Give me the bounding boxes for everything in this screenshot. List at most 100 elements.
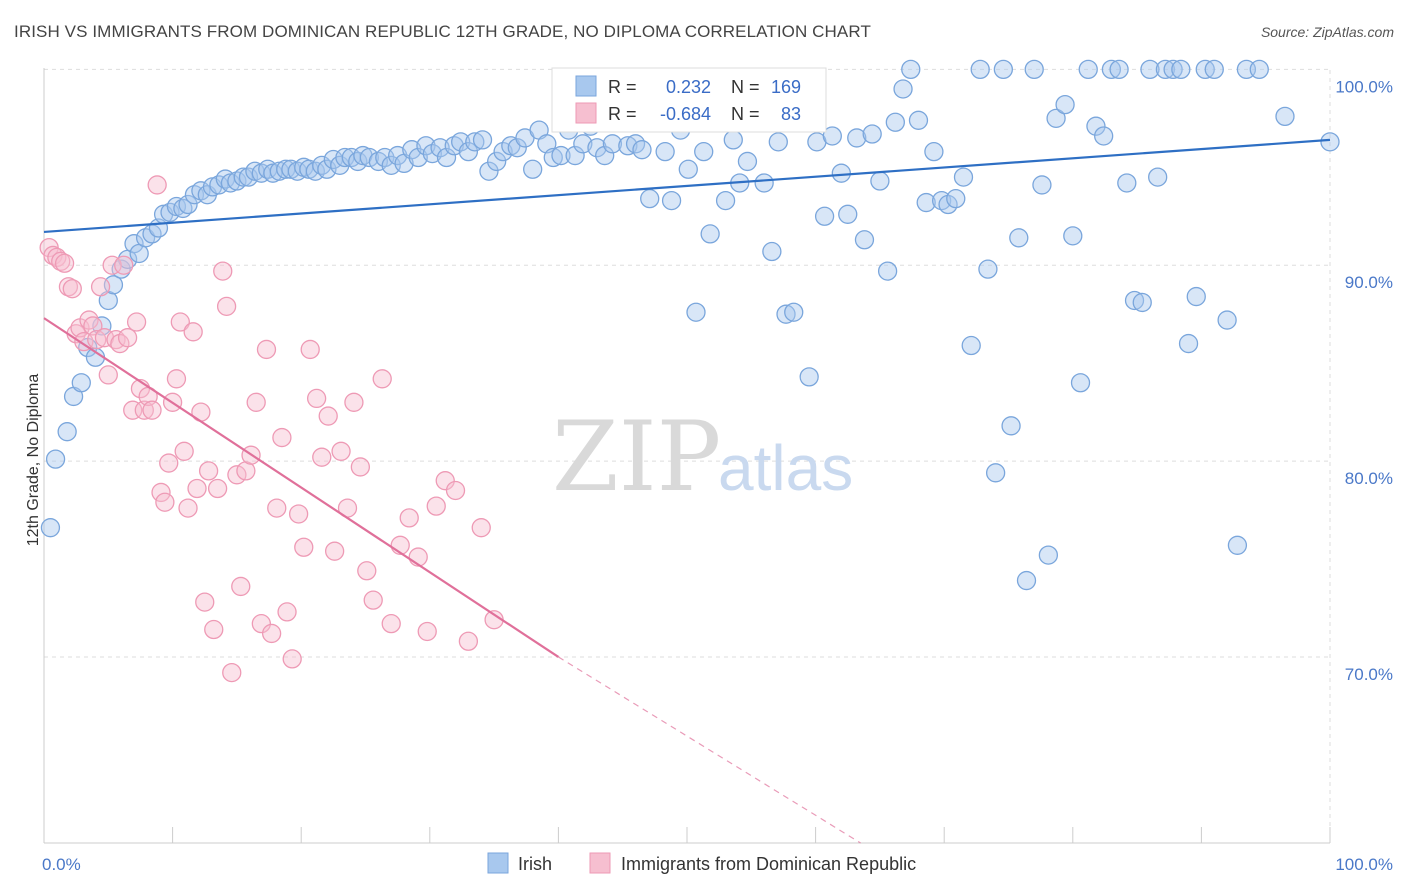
data-point <box>776 304 796 324</box>
data-point <box>723 130 743 150</box>
data-point <box>1275 106 1295 127</box>
data-point <box>1109 59 1129 80</box>
data-point <box>784 302 804 322</box>
stats-swatch-dominican <box>575 102 597 124</box>
stats-n-value-irish: 169 <box>771 77 801 97</box>
data-points <box>39 59 1340 683</box>
data-point <box>54 253 75 273</box>
data-point <box>640 188 660 209</box>
data-point <box>170 312 190 332</box>
stats-legend-box: R = 0.232 N = 169 R = -0.684 N = 83 <box>551 67 827 133</box>
data-point <box>222 662 242 683</box>
data-point <box>155 492 175 512</box>
data-point <box>737 151 758 172</box>
data-point <box>344 392 364 412</box>
data-point <box>854 230 875 250</box>
data-point <box>655 141 675 162</box>
data-point <box>399 508 419 528</box>
data-point <box>523 159 543 179</box>
watermark-atlas: atlas <box>718 432 853 504</box>
data-point <box>885 112 905 132</box>
data-point <box>458 631 479 651</box>
data-point <box>908 110 929 130</box>
data-point <box>62 279 82 299</box>
data-point <box>124 234 144 254</box>
data-point <box>1249 59 1269 80</box>
data-point <box>686 302 706 322</box>
data-point <box>147 175 167 195</box>
data-point <box>272 427 292 448</box>
data-point <box>1140 59 1160 80</box>
stats-r-value-dominican: -0.684 <box>660 104 711 124</box>
data-point <box>814 206 835 226</box>
trend-line <box>43 317 560 658</box>
data-point <box>715 190 736 211</box>
data-point <box>98 365 118 385</box>
data-point <box>1055 94 1075 115</box>
stats-r-label-irish: R = <box>608 77 637 97</box>
y-tick-labels: 100.0% 90.0% 80.0% 70.0% <box>1335 77 1393 684</box>
data-point <box>381 613 401 634</box>
x-tick-labels: 0.0% 100.0% <box>42 855 1393 874</box>
data-point <box>946 188 966 209</box>
data-point <box>754 173 774 193</box>
trend-lines <box>43 138 1331 844</box>
data-point <box>595 145 615 166</box>
data-point <box>117 328 138 348</box>
data-point <box>993 59 1014 80</box>
data-point <box>57 422 77 442</box>
data-point <box>198 461 219 481</box>
data-point <box>251 613 271 634</box>
data-point <box>187 478 207 499</box>
legend-label-dominican: Immigrants from Dominican Republic <box>621 854 916 874</box>
data-point <box>472 130 493 150</box>
data-point <box>1320 132 1340 152</box>
stats-n-label-irish: N = <box>731 77 760 97</box>
data-point <box>277 602 297 622</box>
stats-n-value-dominican: 83 <box>781 104 801 124</box>
data-point <box>1148 167 1168 187</box>
data-point <box>331 441 351 461</box>
source-credit: Source: ZipAtlas.com <box>1260 24 1394 40</box>
data-point <box>901 59 921 80</box>
data-point <box>126 312 147 332</box>
data-point <box>465 132 485 152</box>
data-point <box>324 541 345 561</box>
data-point <box>350 457 371 477</box>
data-point <box>573 134 593 154</box>
data-point <box>799 367 819 387</box>
data-point <box>90 277 111 297</box>
data-point <box>40 518 61 538</box>
data-point <box>213 261 233 281</box>
data-point <box>233 167 253 187</box>
data-point <box>87 330 107 350</box>
data-point <box>479 161 499 181</box>
stats-box-frame <box>551 67 827 133</box>
y-axis-label: 12th Grade, No Diploma <box>25 374 42 547</box>
y-tick-label: 70.0% <box>1345 665 1393 684</box>
data-point <box>1227 535 1248 555</box>
data-point <box>618 136 638 156</box>
data-point <box>417 621 437 642</box>
data-point <box>458 141 479 162</box>
data-point <box>363 590 383 610</box>
data-point <box>300 339 320 360</box>
data-point <box>1171 59 1191 80</box>
data-point <box>435 471 455 491</box>
data-point <box>487 151 507 172</box>
data-point <box>204 619 224 640</box>
data-point <box>1186 286 1206 307</box>
data-point <box>831 163 851 183</box>
y-tick-label: 90.0% <box>1345 273 1393 292</box>
data-point <box>1070 373 1091 393</box>
data-point <box>1016 570 1037 591</box>
data-point <box>938 194 958 215</box>
data-point <box>408 147 428 168</box>
data-point <box>543 147 563 168</box>
data-point <box>924 141 944 162</box>
data-point <box>110 333 130 354</box>
data-point <box>416 136 436 156</box>
data-point <box>471 518 491 538</box>
trend-line-extrapolation <box>558 656 861 844</box>
stats-r-label-dominican: R = <box>608 104 637 124</box>
